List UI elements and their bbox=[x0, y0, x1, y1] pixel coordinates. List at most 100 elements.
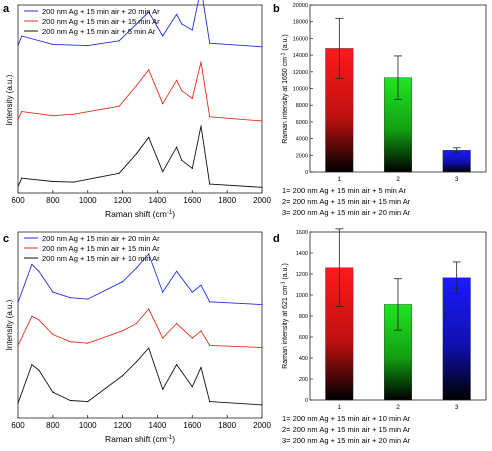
data-point-a-2-1 bbox=[21, 111, 23, 113]
data-point-c-3-14 bbox=[261, 404, 263, 406]
data-point-a-1-2 bbox=[52, 43, 54, 46]
x-tick-label-c-2000: 2000 bbox=[253, 421, 271, 430]
legend-a: 200 nm Ag + 15 min air + 20 min Ar 200 n… bbox=[24, 7, 160, 36]
data-point-a-1-7 bbox=[162, 35, 164, 37]
data-point-a-3-1 bbox=[21, 177, 23, 179]
plot-area-b: 0 2000 4000 6000 8000 10000 12000 14000 16000 180… bbox=[293, 3, 471, 183]
note-d-3: 3= 200 nm Ag + 15 min air + 20 min Ar bbox=[282, 436, 411, 445]
data-point-a-3-8 bbox=[176, 146, 178, 148]
x-tick-label-c-1600: 1600 bbox=[183, 421, 201, 430]
data-point-c-3-5 bbox=[87, 401, 89, 403]
data-point-c-1-12 bbox=[200, 284, 202, 286]
y-axis-label-b: Raman intensity at 1650 cm-1 (a.u.) bbox=[281, 34, 290, 144]
data-point-c-3-4 bbox=[69, 399, 71, 402]
data-point-c-2-14 bbox=[261, 346, 263, 349]
data-point-c-2-8 bbox=[148, 308, 150, 310]
data-point-c-3-13 bbox=[209, 401, 211, 403]
data-point-c-1-14 bbox=[261, 304, 263, 306]
data-point-a-2-9 bbox=[181, 90, 183, 92]
note-d-2: 2= 200 nm Ag + 15 min air + 15 min Ar bbox=[282, 425, 411, 434]
series-line-c-3 bbox=[17, 347, 263, 406]
y-tick-label-b-6000: 6000 bbox=[296, 120, 308, 126]
data-point-c-1-4 bbox=[69, 297, 71, 299]
y-tick-label-d-1400: 1400 bbox=[296, 251, 308, 257]
data-point-c-1-6 bbox=[122, 281, 124, 283]
y-tick-label-b-20000: 20000 bbox=[293, 3, 308, 9]
x-tick-label-b-1: 1 bbox=[338, 176, 342, 183]
plot-frame-a bbox=[17, 4, 263, 194]
note-d-1: 1= 200 nm Ag + 15 min air + 10 min Ar bbox=[282, 414, 411, 423]
y-axis-label-a: Intensity (a.u.) bbox=[5, 74, 14, 125]
y-tick-label-b-8000: 8000 bbox=[296, 103, 308, 109]
data-point-c-2-7 bbox=[135, 322, 138, 325]
data-point-c-3-12 bbox=[200, 366, 202, 368]
data-point-c-1-9 bbox=[162, 291, 164, 293]
data-point-c-1-11 bbox=[191, 291, 193, 293]
x-tick-label-a-800: 800 bbox=[46, 196, 60, 205]
x-tick-label-c-800: 800 bbox=[46, 421, 60, 430]
data-point-c-1-2 bbox=[38, 270, 40, 272]
data-point-c-3-8 bbox=[148, 347, 150, 349]
series-line-a-1 bbox=[17, 0, 263, 48]
x-tick-label-a-600: 600 bbox=[11, 196, 25, 205]
data-point-a-3-2 bbox=[52, 180, 54, 183]
data-point-c-3-1 bbox=[31, 364, 33, 366]
legend-c: 200 nm Ag + 15 min air + 20 min Ar 200 n… bbox=[24, 234, 160, 263]
data-point-c-3-0 bbox=[17, 402, 19, 404]
plot-area-a bbox=[17, 0, 263, 188]
x-tick-label-d-2: 2 bbox=[396, 404, 400, 411]
data-point-a-1-9 bbox=[181, 23, 183, 25]
data-point-c-2-5 bbox=[87, 342, 89, 344]
data-point-c-3-9 bbox=[162, 388, 164, 390]
data-point-a-3-13 bbox=[261, 186, 263, 188]
y-tick-label-b-16000: 16000 bbox=[293, 36, 308, 42]
y-tick-label-b-18000: 18000 bbox=[293, 20, 308, 26]
legend-c-item-1: 200 nm Ag + 15 min air + 20 min Ar bbox=[42, 234, 160, 243]
data-point-c-2-10 bbox=[176, 322, 178, 325]
data-point-a-2-6 bbox=[148, 69, 150, 71]
y-tick-label-b-2000: 2000 bbox=[296, 153, 308, 159]
plot-frame-c bbox=[17, 231, 263, 419]
panel-letter-d: d bbox=[273, 233, 280, 245]
data-point-a-2-11 bbox=[200, 61, 202, 63]
data-point-a-3-7 bbox=[162, 171, 164, 173]
y-tick-label-d-1600: 1600 bbox=[296, 230, 308, 236]
legend-a-item-3: 200 nm Ag + 15 min air + 5 min Ar bbox=[42, 27, 156, 36]
data-point-a-1-5 bbox=[135, 23, 138, 25]
series-line-a-3 bbox=[17, 125, 263, 188]
data-point-c-2-11 bbox=[191, 337, 193, 339]
data-point-c-1-10 bbox=[176, 270, 178, 272]
y-tick-label-b-4000: 4000 bbox=[296, 137, 308, 143]
panel-letter-b: b bbox=[273, 3, 280, 15]
data-point-c-3-11 bbox=[191, 386, 193, 388]
data-point-c-1-5 bbox=[87, 298, 89, 300]
y-tick-label-b-14000: 14000 bbox=[293, 53, 308, 59]
x-tick-label-c-600: 600 bbox=[11, 421, 25, 430]
data-point-c-1-0 bbox=[17, 301, 19, 304]
y-tick-label-d-600: 600 bbox=[299, 335, 308, 341]
bar-d-3 bbox=[442, 277, 471, 401]
plot-area-d: 0 200 400 600 800 1000 1200 1400 1600 1 2 3 bbox=[296, 228, 471, 411]
data-point-a-2-4 bbox=[118, 105, 120, 107]
y-tick-label-d-1200: 1200 bbox=[296, 272, 308, 278]
y-axis-label-d: Raman intensity at 621 cm-1 (a.u.) bbox=[281, 263, 290, 369]
data-point-c-3-3 bbox=[52, 391, 54, 393]
note-b-2: 2= 200 nm Ag + 15 min air + 15 min Ar bbox=[282, 197, 411, 206]
x-tick-label-a-2000: 2000 bbox=[253, 196, 271, 205]
data-point-a-2-0 bbox=[17, 118, 19, 120]
data-point-c-1-7 bbox=[135, 267, 138, 269]
data-point-c-1-3 bbox=[52, 291, 54, 293]
data-point-c-2-3 bbox=[52, 333, 54, 336]
data-point-a-3-10 bbox=[191, 167, 193, 169]
y-tick-label-d-800: 800 bbox=[299, 314, 308, 320]
data-point-a-2-13 bbox=[261, 120, 263, 122]
data-point-c-1-1 bbox=[31, 263, 33, 265]
data-point-c-2-4 bbox=[69, 341, 71, 343]
plot-area-c bbox=[17, 253, 263, 406]
data-point-a-1-13 bbox=[261, 46, 263, 48]
data-point-a-3-9 bbox=[181, 159, 183, 161]
data-point-c-3-6 bbox=[122, 375, 124, 377]
x-tick-label-a-1400: 1400 bbox=[149, 196, 167, 205]
x-tick-label-d-1: 1 bbox=[338, 404, 342, 411]
